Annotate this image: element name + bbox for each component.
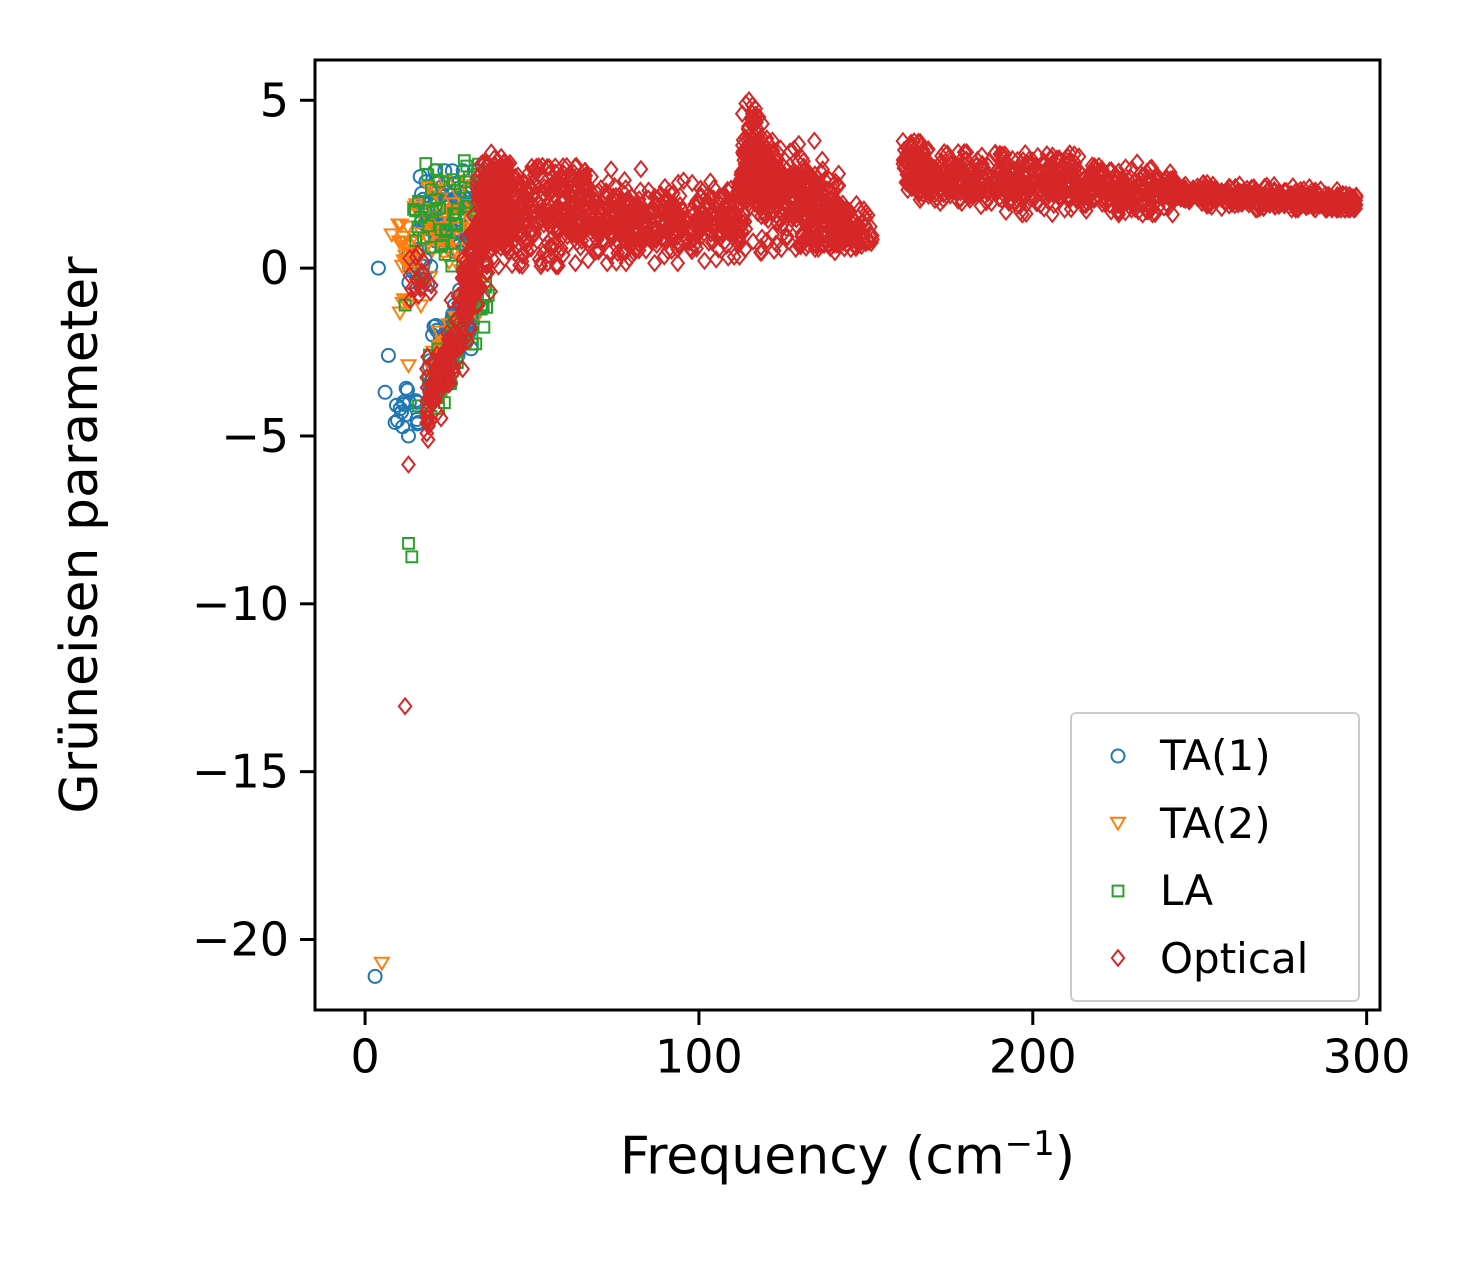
legend-item-optical: Optical xyxy=(1072,934,1358,983)
optical-marker-icon xyxy=(1110,948,1126,968)
legend-item-ta1: TA(1) xyxy=(1072,731,1358,780)
legend-item-la: LA xyxy=(1072,866,1358,915)
plot-frame xyxy=(313,58,1382,1012)
y-tick-label: −15 xyxy=(192,745,289,799)
x-tick-label: 200 xyxy=(989,1029,1077,1083)
y-tick-label: 0 xyxy=(260,241,289,295)
optical-marker-glyph xyxy=(1110,948,1126,968)
legend-item-ta2: TA(2) xyxy=(1072,799,1358,848)
ta2-marker-icon xyxy=(1109,817,1127,832)
y-tick-label: −5 xyxy=(221,409,289,463)
x-tick-label: 300 xyxy=(1323,1029,1411,1083)
x-axis-label-sup: −1 xyxy=(1004,1124,1055,1164)
legend: TA(1) TA(2) LA Optical xyxy=(1070,712,1360,1002)
legend-label-ta1: TA(1) xyxy=(1160,731,1271,781)
legend-label-ta2: TA(2) xyxy=(1160,798,1271,848)
ta-2--marker-glyph xyxy=(1109,817,1127,832)
y-tick-label: −10 xyxy=(192,577,289,631)
x-axis-label: Frequency (cm−1) xyxy=(315,1112,1380,1186)
y-tick-label: 5 xyxy=(260,73,289,127)
x-tick-label: 100 xyxy=(655,1029,743,1083)
la-marker-glyph xyxy=(1111,884,1125,898)
ta-1--marker-glyph xyxy=(1110,748,1126,764)
ta1-marker-icon xyxy=(1110,748,1126,764)
legend-label-la: LA xyxy=(1160,866,1214,916)
x-axis-label-close: ) xyxy=(1054,1126,1076,1187)
y-axis-label-text: Grüneisen parameter xyxy=(50,256,110,814)
y-axis-label: Grüneisen parameter xyxy=(48,60,112,1010)
x-tick-label: 0 xyxy=(350,1029,379,1083)
x-axis-label-text: Frequency (cm xyxy=(619,1126,1005,1187)
la-marker-icon xyxy=(1111,884,1125,898)
series-optical-markers xyxy=(397,90,1364,716)
legend-label-optical: Optical xyxy=(1160,933,1309,983)
y-tick-label: −20 xyxy=(192,913,289,967)
